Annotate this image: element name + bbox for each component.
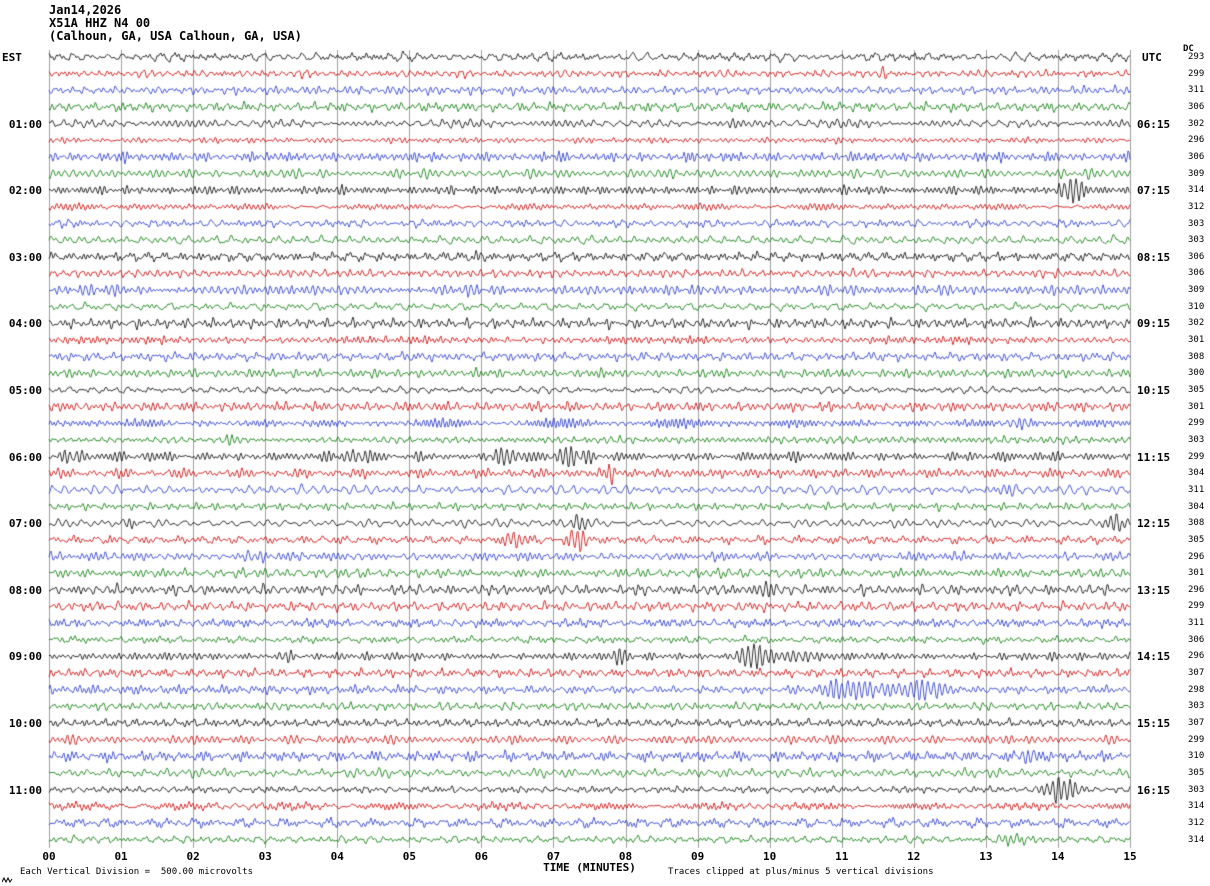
dc-value: 303	[1188, 434, 1205, 445]
dc-value: 299	[1188, 418, 1205, 429]
utc-label: 16:15	[1137, 783, 1171, 797]
est-label: 10:00	[8, 717, 42, 730]
dc-value: 306	[1188, 101, 1205, 112]
footer-scale-note: Each Vertical Division = 500.00 microvol…	[20, 867, 253, 877]
dc-value: 314	[1188, 185, 1205, 196]
minute-tick: 12	[907, 850, 921, 863]
minute-tick: 09	[690, 850, 705, 863]
scale-squiggle-icon	[2, 876, 13, 884]
dc-axis-header: DC	[1183, 44, 1194, 54]
title-location: (Calhoun, GA, USA Calhoun, GA, USA)	[49, 29, 302, 43]
dc-value: 299	[1188, 601, 1205, 612]
est-label: 08:00	[8, 583, 42, 597]
dc-value: 296	[1188, 135, 1205, 146]
dc-value: 310	[1188, 751, 1205, 762]
dc-value: 312	[1188, 201, 1205, 212]
utc-label: 14:15	[1137, 650, 1171, 664]
minute-tick: 04	[330, 850, 344, 863]
dc-value: 299	[1188, 451, 1205, 462]
dc-value: 300	[1188, 368, 1205, 379]
minute-tick: 06	[474, 850, 489, 863]
est-label: 04:00	[8, 317, 42, 331]
dc-value: 307	[1188, 668, 1205, 679]
dc-value: 299	[1188, 734, 1205, 745]
dc-value: 314	[1188, 801, 1205, 812]
dc-value: 303	[1188, 218, 1205, 229]
dc-value: 305	[1188, 385, 1205, 395]
minute-tick: 13	[979, 850, 993, 863]
dc-value: 304	[1188, 501, 1205, 512]
dc-value: 311	[1188, 85, 1205, 96]
dc-value: 304	[1188, 468, 1205, 479]
est-label: 07:00	[8, 517, 42, 531]
minute-tick: 01	[114, 850, 128, 863]
minute-tick: 11	[835, 850, 849, 863]
x-axis-title: TIME (MINUTES)	[543, 861, 636, 874]
dc-value: 301	[1188, 568, 1205, 579]
dc-value: 306	[1188, 634, 1205, 645]
footer-clip-note: Traces clipped at plus/minus 5 vertical …	[668, 867, 934, 877]
est-label: 06:00	[8, 450, 42, 464]
utc-label: 11:15	[1137, 450, 1171, 464]
dc-value: 311	[1188, 484, 1205, 495]
minute-tick: 02	[186, 850, 200, 863]
est-label: 11:00	[8, 783, 42, 797]
dc-value: 303	[1188, 701, 1205, 712]
est-label: 01:00	[8, 117, 42, 131]
dc-value: 303	[1188, 784, 1205, 795]
left-axis-header: EST	[2, 51, 22, 64]
dc-value: 293	[1188, 52, 1205, 62]
dc-value: 307	[1188, 718, 1205, 728]
dc-value: 303	[1188, 235, 1205, 246]
dc-value: 306	[1188, 268, 1205, 279]
dc-value: 311	[1188, 618, 1205, 629]
minute-tick: 08	[618, 850, 633, 863]
est-label: 05:00	[8, 384, 42, 397]
dc-value: 308	[1188, 518, 1205, 529]
title-date: Jan14,2026	[49, 3, 122, 17]
dc-value: 309	[1188, 285, 1205, 296]
dc-value: 305	[1188, 767, 1205, 778]
utc-label: 13:15	[1137, 583, 1171, 597]
dc-value: 306	[1188, 251, 1205, 262]
dc-value: 301	[1188, 401, 1205, 412]
minute-tick: 03	[258, 850, 272, 863]
minute-tick: 00	[42, 850, 56, 863]
utc-label: 09:15	[1137, 317, 1171, 331]
page-title: Jan14,2026 X51A HHZ N4 00 (Calhoun, GA, …	[49, 4, 302, 43]
utc-label: 06:15	[1137, 117, 1171, 131]
utc-label: 12:15	[1137, 517, 1171, 531]
minute-tick: 14	[1051, 850, 1065, 863]
est-label: 09:00	[8, 650, 42, 664]
dc-value: 306	[1188, 151, 1205, 162]
dc-value: 309	[1188, 168, 1205, 179]
dc-value: 296	[1188, 551, 1205, 562]
dc-value: 305	[1188, 534, 1205, 545]
dc-value: 296	[1188, 584, 1205, 595]
dc-value: 312	[1188, 817, 1205, 828]
dc-value: 302	[1188, 118, 1205, 129]
est-label: 02:00	[8, 184, 42, 198]
minute-tick: 15	[1123, 850, 1137, 863]
dc-value: 302	[1188, 318, 1205, 329]
utc-label: 08:15	[1137, 250, 1171, 264]
minute-tick: 07	[546, 850, 561, 863]
dc-value: 310	[1188, 301, 1205, 312]
dc-value: 308	[1188, 351, 1205, 362]
utc-label: 07:15	[1137, 184, 1171, 198]
minute-tick: 10	[763, 850, 777, 863]
dc-value: 301	[1188, 335, 1205, 346]
title-station: X51A HHZ N4 00	[49, 16, 151, 30]
dc-value: 296	[1188, 651, 1205, 662]
est-label: 03:00	[8, 250, 42, 264]
minute-tick: 05	[402, 850, 416, 863]
utc-label: 15:15	[1137, 717, 1171, 730]
dc-value: 298	[1188, 684, 1205, 695]
right-axis-header: UTC	[1142, 51, 1162, 64]
dc-value: 299	[1188, 68, 1205, 79]
utc-label: 10:15	[1137, 384, 1171, 397]
dc-value: 314	[1188, 834, 1205, 845]
